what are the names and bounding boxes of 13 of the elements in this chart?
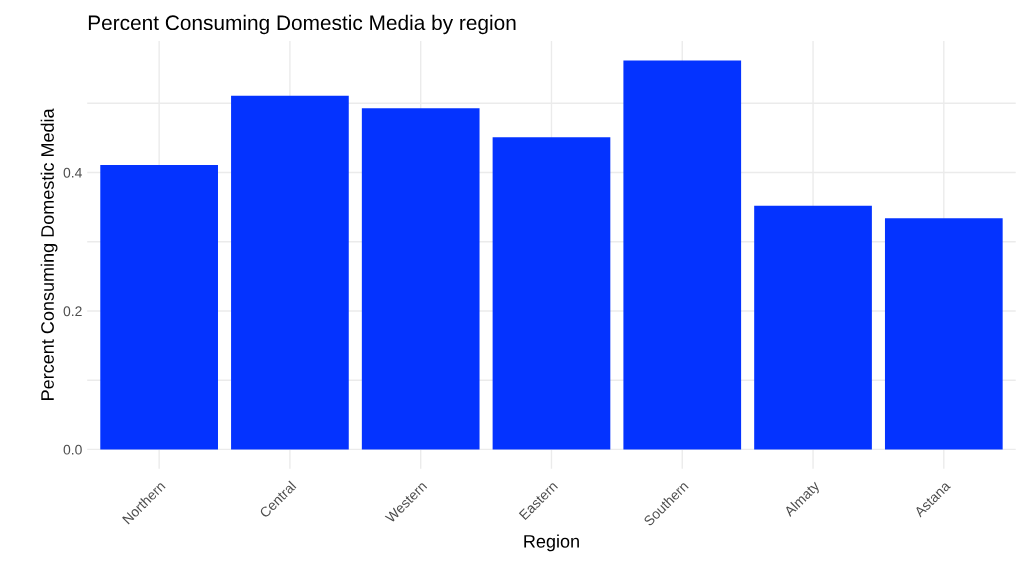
y-tick-label: 0.0 (63, 444, 82, 455)
bar (492, 137, 611, 450)
bar (884, 218, 1003, 450)
x-axis-title: Region (524, 534, 579, 552)
y-tick-label: 0.4 (63, 167, 82, 178)
bar (754, 205, 872, 450)
bar (231, 95, 349, 450)
y-tick-label: 0.2 (63, 306, 82, 317)
y-axis-title: Percent Consuming Domestic Media (40, 108, 58, 400)
chart-title: Percent Consuming Domestic Media by region (88, 14, 516, 35)
bar (100, 164, 218, 450)
bar (623, 60, 742, 450)
bar (361, 108, 480, 450)
